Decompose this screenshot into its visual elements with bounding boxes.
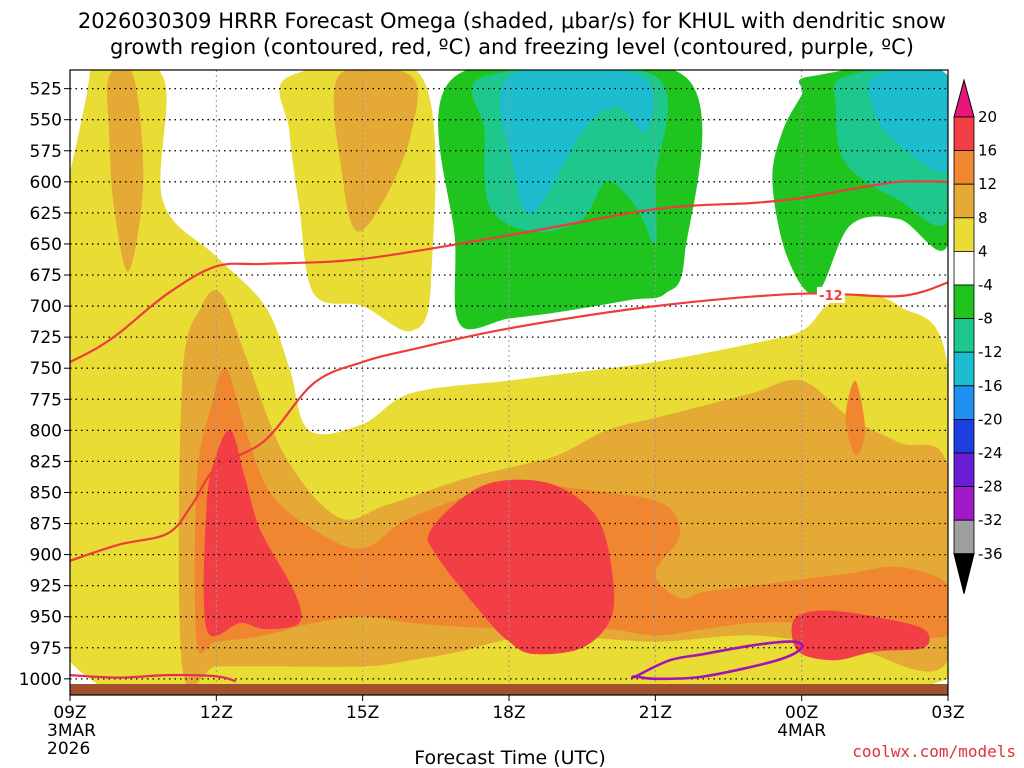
omega-shading-layer — [70, 70, 948, 695]
colorbar-swatch-6 — [953, 318, 975, 353]
y-tick-label-1000: 1000 — [19, 670, 62, 690]
chart-title-line2: growth region (contoured, red, ºC) and f… — [110, 35, 914, 59]
y-tick-label-950: 950 — [30, 608, 62, 628]
x-tick-year-09Z: 2026 — [47, 739, 90, 759]
terrain-strip — [70, 684, 948, 695]
colorbar-label--4: -4 — [978, 276, 993, 294]
colorbar-label--20: -20 — [978, 410, 1003, 428]
omega-region-pos16-8 — [427, 479, 615, 655]
colorbar-bottom-triangle — [953, 553, 975, 594]
colorbar: 20 16 12 8 4 -4 -8 -12 -16 -20 -24 -28 -32 -36 — [953, 78, 1003, 594]
dgz-contour-minus12-1 — [70, 281, 948, 562]
freezing-level-contour-0 — [631, 640, 804, 681]
contour-layer: -12 — [70, 180, 948, 683]
y-tick-label-600: 600 — [30, 173, 62, 193]
colorbar-label--12: -12 — [978, 343, 1003, 361]
colorbar-swatch-3 — [953, 217, 975, 252]
omega-region-pos8-3 — [333, 70, 418, 232]
y-tick-label-525: 525 — [30, 80, 62, 100]
dgz-contour-lower-0 — [70, 673, 237, 683]
colorbar-swatch-9 — [953, 418, 975, 454]
colorbar-swatch-8 — [953, 385, 975, 420]
credit-text: coolwx.com/models — [852, 742, 1016, 761]
y-tick-label-925: 925 — [30, 577, 62, 597]
chart-title-line1: 2026030309 HRRR Forecast Omega (shaded, … — [78, 9, 946, 33]
plot-area: -12 — [70, 70, 948, 695]
colorbar-label--28: -28 — [978, 478, 1003, 496]
colorbar-swatch-1 — [953, 150, 975, 185]
omega-region-pos8-2 — [107, 70, 144, 272]
contour-label: -12 — [819, 289, 843, 304]
dgz-contour-minus12-0 — [70, 180, 948, 363]
y-tick-label-800: 800 — [30, 421, 62, 441]
x-axis-label: Forecast Time (UTC) — [414, 747, 605, 768]
colorbar-swatch-7 — [953, 351, 975, 387]
y-tick-label-775: 775 — [30, 390, 62, 410]
y-tick-label-575: 575 — [30, 142, 62, 162]
y-tick-label-725: 725 — [30, 328, 62, 348]
colorbar-swatch-2 — [953, 183, 975, 219]
y-tick-label-975: 975 — [30, 639, 62, 659]
colorbar-label-8: 8 — [978, 209, 988, 227]
colorbar-label--8: -8 — [978, 310, 993, 328]
colorbar-swatch-12 — [953, 519, 975, 555]
y-tick-label-900: 900 — [30, 546, 62, 566]
omega-region-neg16-15 — [868, 70, 948, 172]
x-tick-label-15Z: 15Z — [346, 703, 379, 723]
colorbar-swatch-4 — [953, 250, 975, 286]
omega-region-pos16-7 — [203, 429, 302, 637]
colorbar-top-triangle — [953, 78, 975, 118]
colorbar-swatch-5 — [953, 284, 975, 319]
y-tick-label-550: 550 — [30, 111, 62, 131]
y-tick-label-750: 750 — [30, 359, 62, 379]
x-tick-date-00Z: 4MAR — [777, 721, 826, 741]
colorbar-label-12: 12 — [978, 175, 997, 193]
omega-region-neg16-14 — [500, 70, 654, 214]
colorbar-label--16: -16 — [978, 377, 1003, 395]
colorbar-label-16: 16 — [978, 142, 997, 160]
colorbar-swatch-0 — [953, 116, 975, 151]
colorbar-label--32: -32 — [978, 511, 1003, 529]
x-tick-label-00Z: 00Z — [785, 703, 818, 723]
colorbar-label-4: 4 — [978, 242, 988, 260]
y-tick-label-875: 875 — [30, 515, 62, 535]
colorbar-swatch-11 — [953, 486, 975, 521]
x-tick-label-09Z: 09Z — [53, 703, 86, 723]
y-tick-label-650: 650 — [30, 235, 62, 255]
colorbar-swatch-10 — [953, 452, 975, 487]
colorbar-label--24: -24 — [978, 444, 1003, 462]
x-tick-label-12Z: 12Z — [200, 703, 233, 723]
y-tick-label-675: 675 — [30, 266, 62, 286]
x-tick-label-03Z: 03Z — [931, 703, 964, 723]
y-axis: 525 550 575 600 625 650 675 700 725 750 775 800 825 8… — [19, 80, 70, 690]
y-tick-label-825: 825 — [30, 452, 62, 472]
omega-region-pos12-6 — [845, 380, 866, 456]
y-tick-label-700: 700 — [30, 297, 62, 317]
y-tick-label-850: 850 — [30, 483, 62, 503]
x-tick-date-09Z: 3MAR — [47, 721, 96, 741]
x-tick-label-18Z: 18Z — [492, 703, 525, 723]
colorbar-label--36: -36 — [978, 545, 1003, 563]
colorbar-label-20: 20 — [978, 108, 997, 126]
y-tick-label-625: 625 — [30, 204, 62, 224]
x-tick-label-21Z: 21Z — [639, 703, 672, 723]
contour-label-bg — [816, 286, 845, 303]
